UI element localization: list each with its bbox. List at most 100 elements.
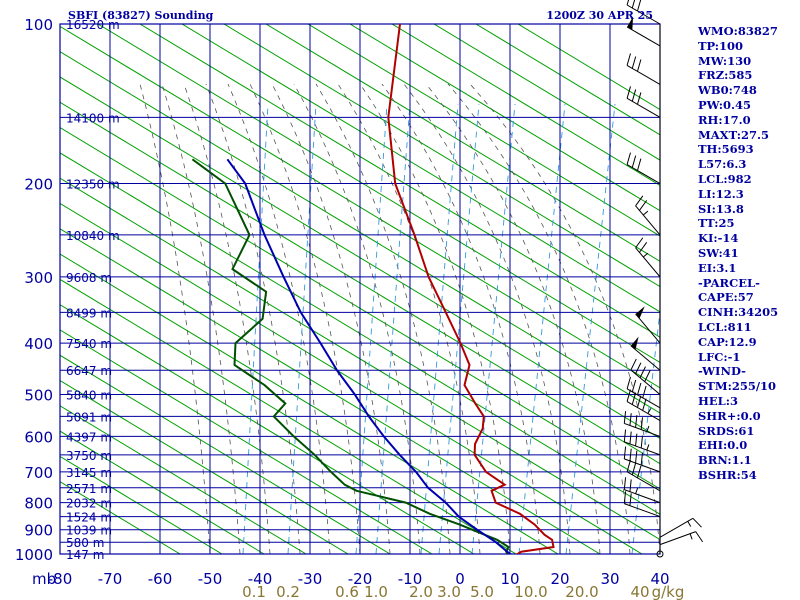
index-item: EI:3.1 — [698, 260, 737, 275]
wind-barb-flag — [644, 370, 651, 382]
height-label: 14100 m — [66, 111, 120, 125]
wind-barb — [635, 247, 661, 278]
wind-barb-flag — [637, 382, 642, 396]
dry-adiabat — [60, 25, 660, 389]
wind-barb — [626, 401, 661, 421]
wind-barb-half — [687, 521, 692, 527]
wind-barb — [635, 205, 661, 236]
mixing-ratio-line — [375, 103, 411, 554]
dry-adiabat — [97, 24, 660, 364]
index-item: WMO:83827 — [698, 24, 778, 38]
dry-adiabat — [60, 177, 660, 541]
dry-adiabat — [433, 24, 660, 161]
index-item: HEL:3 — [698, 393, 738, 408]
dry-adiabat — [60, 127, 660, 490]
height-label: 147 m — [66, 548, 104, 562]
index-item: BSHR:54 — [698, 467, 757, 482]
moist-adiabat — [469, 83, 660, 554]
wind-barb-half — [646, 425, 650, 432]
wind-barb-half — [647, 408, 652, 414]
height-label: 4397 m — [66, 430, 112, 444]
dry-adiabat — [60, 51, 660, 414]
wind-barb — [630, 345, 661, 371]
dry-adiabat — [60, 379, 349, 554]
wind-barb-flag — [637, 395, 642, 408]
index-item: PW:0.45 — [698, 97, 752, 112]
wind-barb-flag — [692, 517, 702, 528]
dry-adiabat — [391, 24, 660, 186]
temperature-tick-label: 0 — [455, 570, 465, 588]
temperature-tick-label: 30 — [600, 570, 619, 588]
pressure-tick-label: 300 — [24, 269, 53, 287]
mixing-ratio-label: 5.0 — [470, 583, 494, 600]
temperature-tick-label: 40 — [650, 570, 669, 588]
index-item: SRDS:61 — [698, 423, 755, 438]
wind-barb-flag — [623, 477, 627, 490]
index-item: L57:6.3 — [698, 157, 747, 172]
wind-barb-flag — [626, 152, 631, 165]
height-label: 2571 m — [66, 482, 112, 496]
height-label: 7540 m — [66, 337, 112, 351]
wind-barb-flag — [626, 86, 631, 99]
chart-title: SBFI (83827) Sounding — [68, 9, 214, 22]
moist-adiabat — [205, 83, 301, 554]
wind-barb-flag — [635, 237, 644, 249]
pressure-tick-label: 800 — [24, 495, 53, 513]
mixing-ratio-line — [438, 103, 480, 554]
mixing-ratio-label: 20.0 — [565, 583, 598, 600]
height-label: 10840 m — [66, 229, 120, 243]
parcel-line — [226, 158, 514, 554]
moist-adiabat — [161, 83, 241, 554]
wind-barb-flag — [629, 479, 632, 492]
wind-barb-flag — [635, 362, 642, 375]
dry-adiabat — [139, 24, 660, 338]
wind-barb-flag — [631, 155, 637, 168]
index-item: BRN:1.1 — [698, 453, 752, 468]
wind-barb-flag — [642, 398, 647, 411]
wind-barb-pennant — [630, 336, 639, 350]
moist-adiabat — [447, 83, 631, 554]
wind-barb-flag — [639, 366, 646, 378]
temperature-line — [387, 24, 555, 554]
index-item: -WIND- — [698, 364, 746, 379]
wind-barb-flag — [631, 462, 637, 475]
wind-barb-flag — [630, 358, 637, 371]
index-item: TH:5693 — [698, 142, 754, 157]
moist-adiabat — [227, 83, 331, 554]
wind-barb-flag — [626, 376, 631, 390]
wind-barb — [630, 369, 661, 395]
index-item: SHR+:0.0 — [698, 408, 761, 423]
wind-barb — [626, 26, 661, 47]
wind-barb-flag — [623, 429, 627, 442]
height-label: 16520 m — [66, 18, 120, 32]
wind-barb — [624, 489, 661, 504]
wind-barb-flag — [635, 433, 638, 447]
wind-barb — [626, 164, 661, 184]
index-item: MW:130 — [698, 53, 752, 68]
mixing-ratio-line — [471, 103, 516, 554]
wind-barb-flag — [626, 389, 631, 402]
wind-barb-pennant — [635, 306, 645, 319]
temperature-tick-label: -30 — [298, 570, 323, 588]
index-item: LFC:-1 — [698, 349, 741, 364]
wind-barb-flag — [623, 446, 627, 459]
wind-barb-flag — [626, 53, 631, 66]
wind-barb-flag — [629, 493, 632, 506]
wind-barb-half — [642, 252, 649, 258]
wind-barb-flag — [640, 452, 643, 466]
temperature-tick-label: 10 — [500, 570, 519, 588]
moist-adiabat — [271, 83, 391, 554]
wind-barb-flag — [631, 392, 637, 405]
pressure-tick-label: 200 — [24, 176, 53, 194]
index-item: KI:-14 — [698, 231, 739, 246]
stability-indices: WMO:83827 TP:100 MW:130 FRZ:585 WB0:748 PW:0.… — [698, 24, 798, 483]
height-label: 580 m — [66, 536, 104, 550]
height-label: 1039 m — [66, 524, 112, 538]
pressure-tick-label: 100 — [24, 16, 53, 34]
mixing-ratio-line — [355, 103, 388, 554]
temperature-tick-label: 20 — [550, 570, 569, 588]
index-item: TP:100 — [698, 38, 744, 53]
wind-barb-flag — [631, 56, 637, 69]
wind-barb — [624, 441, 661, 456]
